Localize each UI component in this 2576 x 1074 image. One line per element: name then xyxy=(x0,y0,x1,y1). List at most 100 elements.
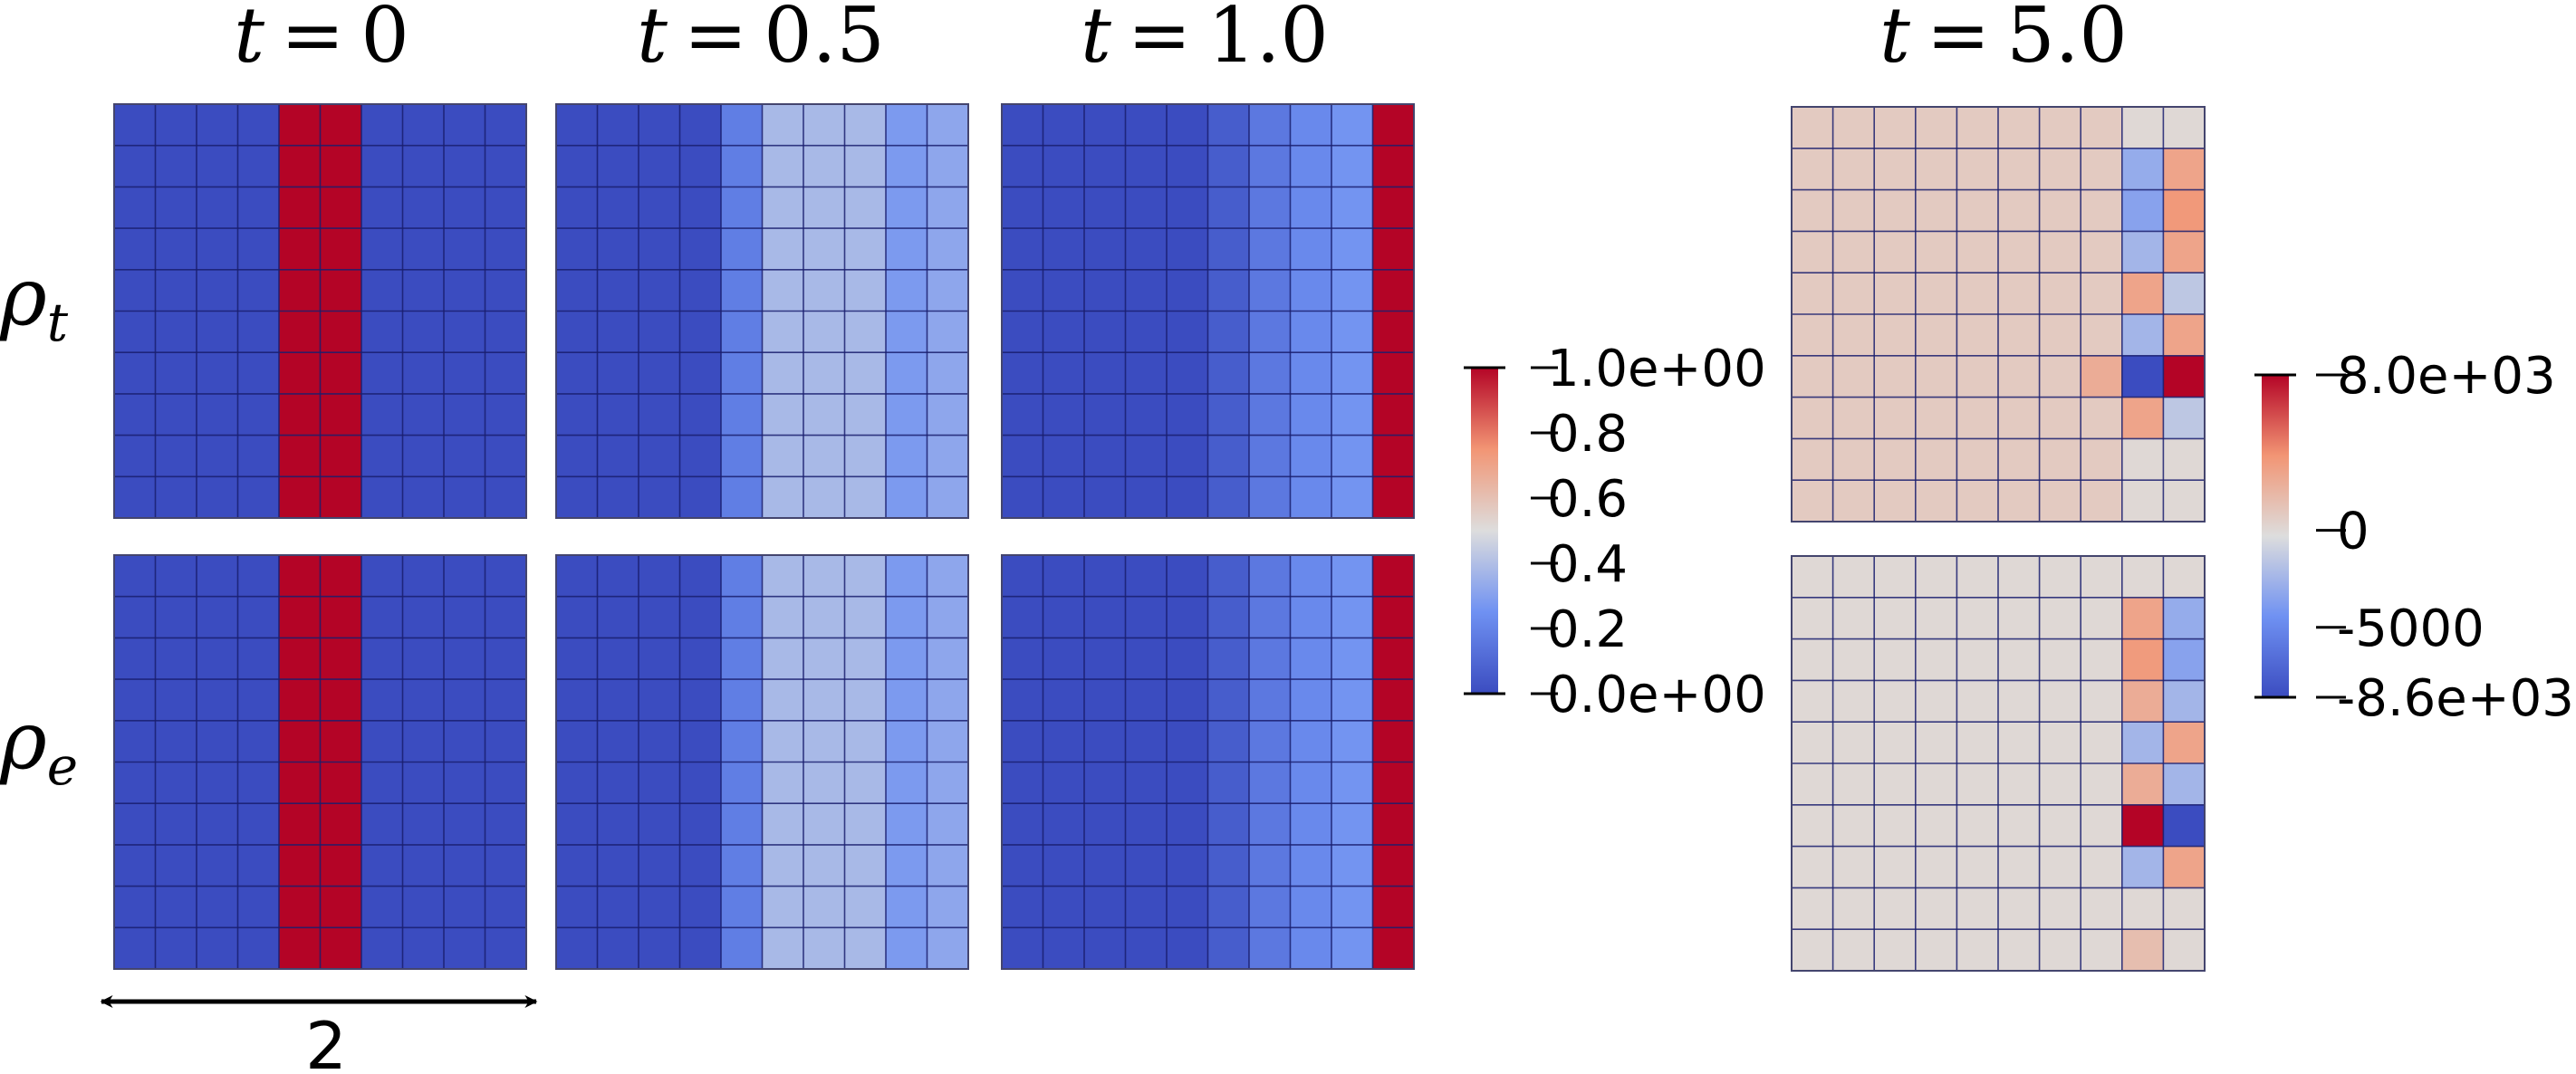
heatmap-cell xyxy=(639,476,681,519)
heatmap-cell xyxy=(1002,145,1044,187)
heatmap-cell xyxy=(1372,720,1415,763)
heatmap-cell xyxy=(279,476,322,519)
heatmap-cell xyxy=(721,145,764,187)
heatmap-cell xyxy=(155,187,197,229)
heatmap-cell xyxy=(1874,846,1917,888)
heatmap-cell xyxy=(1372,476,1415,519)
heatmap-cell xyxy=(402,762,445,804)
heatmap-cell xyxy=(803,886,846,928)
heatmap-cell xyxy=(886,803,928,846)
heatmap-cell xyxy=(2039,231,2081,273)
heatmap-cell xyxy=(1792,638,1834,681)
heatmap-cell xyxy=(1125,145,1168,187)
heatmap-cell xyxy=(485,228,527,271)
heatmap-cell xyxy=(237,269,280,312)
heatmap-cell xyxy=(1874,107,1917,149)
heatmap-cell xyxy=(2163,887,2206,930)
heatmap-cell xyxy=(1874,597,1917,640)
heatmap-cell xyxy=(1002,352,1044,395)
heatmap-cell xyxy=(2081,273,2123,315)
heatmap-cell xyxy=(1249,228,1292,271)
heatmap-cell xyxy=(886,435,928,477)
heatmap-cell xyxy=(762,476,804,519)
heatmap-cell xyxy=(886,844,928,887)
heatmap-cell xyxy=(1207,435,1250,477)
heatmap-cell xyxy=(1043,311,1085,353)
heatmap-cell xyxy=(721,886,764,928)
heatmap-cell xyxy=(2039,355,2081,398)
heatmap-cell xyxy=(1043,228,1085,271)
heatmap-cell xyxy=(762,803,804,846)
heatmap-cell xyxy=(485,638,527,680)
heatmap-cell xyxy=(1832,804,1875,848)
heatmap-cell xyxy=(762,228,804,271)
heatmap-cell xyxy=(1956,231,1999,273)
heatmap-cell xyxy=(762,679,804,722)
heatmap-cell xyxy=(597,555,639,598)
heatmap-cell xyxy=(556,555,599,598)
heatmap-cell xyxy=(1249,393,1292,436)
heatmap-cell xyxy=(1125,927,1168,970)
heatmap-cell xyxy=(1207,187,1250,229)
heatmap-cell xyxy=(1372,269,1415,312)
heatmap-cell xyxy=(197,762,239,804)
mesh-grid xyxy=(1002,555,1414,969)
heatmap-cell xyxy=(1125,555,1168,598)
heatmap-cell xyxy=(361,145,404,187)
heatmap-cell xyxy=(237,476,280,519)
heatmap-cell xyxy=(197,844,239,887)
heatmap-cell xyxy=(1084,803,1127,846)
heatmap-cell xyxy=(1084,844,1127,887)
heatmap-cell xyxy=(927,596,969,638)
heatmap-cell xyxy=(320,269,362,312)
heatmap-cell xyxy=(1915,846,1957,888)
heatmap-cell xyxy=(2081,722,2123,764)
heatmap-cell xyxy=(485,803,527,846)
heatmap-cell xyxy=(485,844,527,887)
heatmap-cell xyxy=(197,393,239,436)
heatmap-cell xyxy=(1125,803,1168,846)
heatmap-cell xyxy=(556,145,599,187)
heatmap-cell xyxy=(114,476,157,519)
heatmap-cell xyxy=(639,352,681,395)
heatmap-cell xyxy=(485,187,527,229)
heatmap-cell xyxy=(114,638,157,680)
colorbar-tick-label: 0.0e+00 xyxy=(1547,666,1766,724)
colorbar-tick-label: 0.2 xyxy=(1547,600,1628,659)
heatmap-cell xyxy=(320,762,362,804)
heatmap-cell xyxy=(1956,763,1999,806)
heatmap-cell xyxy=(2121,597,2164,640)
heatmap-cell xyxy=(1084,762,1127,804)
heatmap-cell xyxy=(1915,355,1957,398)
heatmap-cell xyxy=(114,679,157,722)
heatmap-cell xyxy=(844,596,887,638)
heatmap-cell xyxy=(402,435,445,477)
heatmap-cell xyxy=(2039,480,2081,523)
heatmap-cell xyxy=(1331,844,1374,887)
heatmap-cell xyxy=(556,228,599,271)
heatmap-cell xyxy=(237,352,280,395)
heatmap-cell xyxy=(402,269,445,312)
heatmap-cell xyxy=(320,555,362,598)
heatmap-cell xyxy=(1002,886,1044,928)
heatmap-cell xyxy=(2121,638,2164,681)
heatmap-cell xyxy=(114,269,157,312)
heatmap-cell xyxy=(1331,435,1374,477)
heatmap-cell xyxy=(444,720,486,763)
heatmap-cell xyxy=(1249,555,1292,598)
heatmap-cell xyxy=(1874,887,1917,930)
heatmap-cell xyxy=(762,596,804,638)
heatmap-cell xyxy=(1125,638,1168,680)
heatmap-cell xyxy=(803,720,846,763)
heatmap-cell xyxy=(1956,189,1999,232)
heatmap-cell xyxy=(1084,311,1127,353)
heatmap-cell xyxy=(1331,596,1374,638)
time-labels: t = 0 t = 0.5 t = 1.0 t = 5.0 xyxy=(234,0,2128,80)
heatmap-cell xyxy=(1874,355,1917,398)
heatmap-cell xyxy=(927,228,969,271)
heatmap-cell xyxy=(927,555,969,598)
heatmap-cell xyxy=(402,555,445,598)
heatmap-cell xyxy=(556,638,599,680)
heatmap-cell xyxy=(114,435,157,477)
heatmap-cell xyxy=(2121,148,2164,191)
